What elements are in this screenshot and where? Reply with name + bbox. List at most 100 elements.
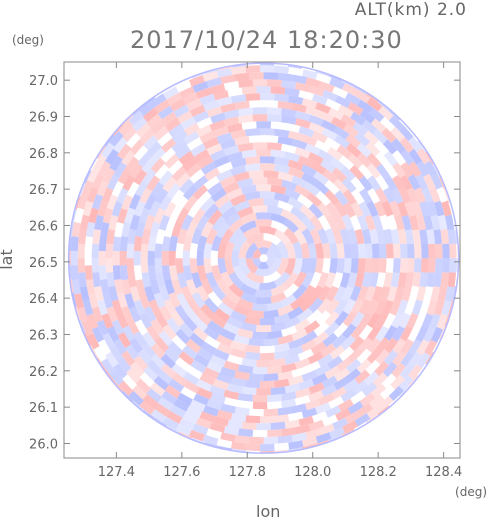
radar-cell — [319, 81, 335, 93]
radar-cell — [170, 404, 186, 418]
radar-cell — [351, 188, 365, 205]
radar-cell — [188, 75, 205, 87]
radar-cell — [204, 335, 221, 349]
radar-cell — [135, 279, 146, 295]
radar-cell — [175, 328, 191, 345]
radar-cell — [322, 258, 331, 274]
radar-cell — [389, 200, 401, 217]
radar-cell — [277, 200, 294, 213]
radar-cell — [88, 293, 99, 309]
radar-cell — [404, 201, 416, 217]
radar-cell — [227, 419, 243, 429]
radar-cell — [192, 81, 209, 93]
radar-cell — [336, 258, 345, 274]
radar-cell — [308, 122, 325, 135]
radar-cell — [335, 95, 351, 109]
radar-cell — [248, 170, 264, 179]
radar-cell — [193, 149, 210, 163]
radar-cell — [89, 157, 99, 171]
radar-cell — [252, 248, 262, 259]
radar-cell — [203, 242, 213, 259]
radar-cell — [270, 292, 287, 304]
radar-cell — [333, 285, 347, 303]
radar-cell — [77, 243, 86, 259]
radar-cell — [256, 121, 272, 129]
radar-cell — [199, 130, 216, 144]
radar-cell — [329, 426, 345, 439]
radar-cell — [237, 142, 254, 152]
radar-cell — [150, 382, 166, 397]
radar-cell — [307, 152, 324, 165]
radar-cell — [300, 258, 310, 274]
radar-cell — [139, 187, 153, 204]
radar-cell — [178, 150, 195, 166]
radar-cell — [342, 201, 356, 218]
radar-cell — [397, 272, 407, 288]
radar-cell — [212, 126, 229, 138]
radar-cell — [220, 432, 236, 442]
radar-cell — [356, 142, 372, 158]
radar-cell — [146, 113, 162, 129]
radar-cell — [430, 214, 441, 231]
radar-cell — [193, 110, 210, 123]
radar-cell — [398, 125, 414, 141]
radar-cell — [287, 159, 304, 171]
radar-cell — [291, 403, 307, 414]
radar-cell — [388, 115, 404, 131]
radar-cell — [241, 121, 257, 130]
radar-cell — [259, 345, 276, 354]
radar-cell — [139, 312, 153, 329]
radar-cell — [347, 153, 364, 169]
radar-cell — [366, 299, 379, 316]
radar-cell — [325, 98, 342, 111]
radar-cell — [408, 148, 423, 165]
radar-cell — [163, 201, 177, 218]
radar-cell — [407, 243, 415, 259]
radar-cell — [168, 208, 181, 225]
radar-cell — [313, 331, 329, 346]
radar-cell — [419, 299, 431, 316]
radar-cell — [322, 169, 338, 184]
radar-cell — [230, 377, 247, 387]
radar-cell — [334, 367, 351, 382]
radar-cell — [182, 184, 198, 201]
radar-cell — [321, 127, 338, 141]
radar-cell — [379, 214, 391, 231]
radar-cell — [234, 136, 250, 146]
y-tick-label: 26.3 — [29, 328, 58, 343]
radar-cell — [180, 386, 197, 400]
y-tick-label: 26.4 — [29, 292, 58, 307]
radar-cell — [210, 354, 226, 367]
radar-cell — [375, 349, 390, 365]
radar-cell — [361, 119, 378, 135]
y-tick-label: 26.8 — [29, 147, 58, 162]
radar-cell — [164, 347, 180, 363]
radar-cell — [375, 174, 389, 191]
radar-cell — [281, 143, 297, 154]
radar-cell — [227, 87, 243, 97]
radar-cell — [128, 306, 142, 323]
radar-cell — [117, 143, 132, 160]
radar-cell — [133, 169, 148, 186]
radar-cell — [343, 258, 352, 274]
radar-cell — [252, 177, 268, 185]
radar-cell — [423, 214, 434, 231]
radar-cell — [187, 298, 202, 315]
radar-cell — [426, 200, 438, 217]
radar-cell — [129, 139, 145, 155]
radar-cell — [366, 337, 381, 354]
radar-cell — [216, 169, 233, 182]
radar-cell — [435, 243, 443, 259]
radar-cell — [274, 163, 291, 174]
radar-cell — [343, 378, 359, 393]
radar-cell — [357, 214, 369, 231]
radar-cell — [419, 272, 428, 288]
radar-cell — [401, 285, 412, 302]
radar-cell — [196, 250, 204, 266]
radar-cell — [270, 220, 288, 234]
radar-cell — [315, 72, 332, 85]
radar-cell — [372, 372, 388, 388]
radar-cell — [175, 80, 192, 93]
radar-cell — [300, 339, 317, 353]
radar-cell — [209, 83, 226, 95]
